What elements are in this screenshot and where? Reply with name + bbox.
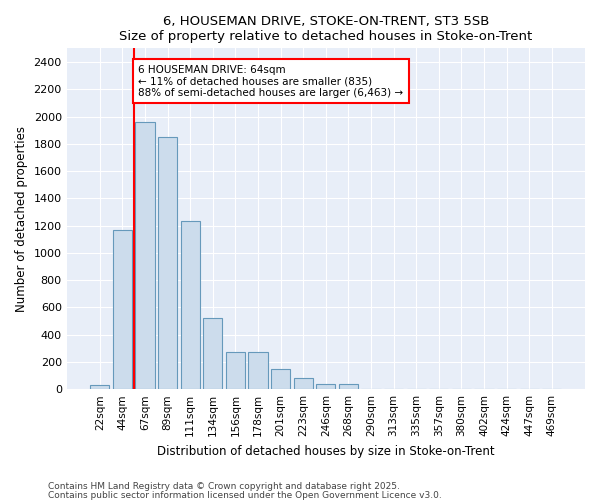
Bar bbox=[90, 385, 109, 389]
Bar bbox=[136, 122, 155, 389]
Text: 6 HOUSEMAN DRIVE: 64sqm
← 11% of detached houses are smaller (835)
88% of semi-d: 6 HOUSEMAN DRIVE: 64sqm ← 11% of detache… bbox=[138, 64, 403, 98]
Text: Contains public sector information licensed under the Open Government Licence v3: Contains public sector information licen… bbox=[48, 490, 442, 500]
Bar bbox=[339, 384, 358, 389]
Bar bbox=[158, 137, 177, 389]
X-axis label: Distribution of detached houses by size in Stoke-on-Trent: Distribution of detached houses by size … bbox=[157, 444, 494, 458]
Bar bbox=[293, 378, 313, 389]
Bar bbox=[271, 370, 290, 389]
Bar bbox=[181, 222, 200, 389]
Bar bbox=[226, 352, 245, 389]
Bar bbox=[203, 318, 223, 389]
Text: Contains HM Land Registry data © Crown copyright and database right 2025.: Contains HM Land Registry data © Crown c… bbox=[48, 482, 400, 491]
Bar bbox=[316, 384, 335, 389]
Bar bbox=[248, 352, 268, 389]
Y-axis label: Number of detached properties: Number of detached properties bbox=[15, 126, 28, 312]
Bar bbox=[113, 230, 132, 389]
Title: 6, HOUSEMAN DRIVE, STOKE-ON-TRENT, ST3 5SB
Size of property relative to detached: 6, HOUSEMAN DRIVE, STOKE-ON-TRENT, ST3 5… bbox=[119, 15, 532, 43]
